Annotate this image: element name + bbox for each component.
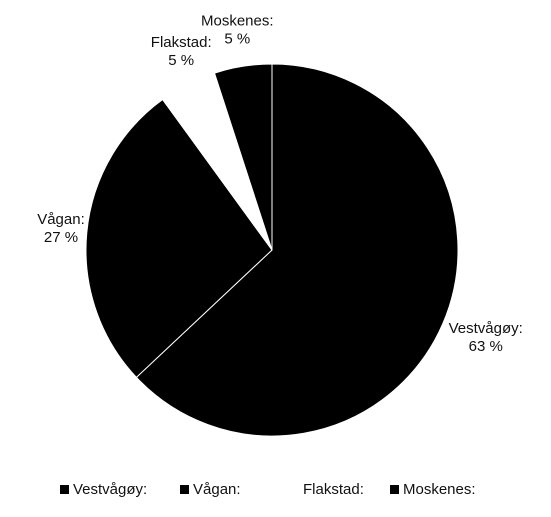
slice-value-label: 5 % [224, 31, 250, 48]
legend-swatch [390, 485, 399, 494]
slice-value-label: 27 % [44, 229, 78, 246]
slice-label: Moskenes: [201, 13, 274, 30]
pie-slice [85, 98, 273, 379]
legend-swatch [290, 485, 299, 494]
slice-value-label: 5 % [168, 52, 194, 69]
slice-label: Vågan: [37, 211, 85, 228]
legend-label: Vågan: [193, 481, 241, 498]
pie-slice [135, 63, 459, 437]
slice-value-label: 63 % [469, 338, 503, 355]
pie-slice [213, 63, 273, 251]
slice-label: Flakstad: [151, 34, 212, 51]
legend-swatch [180, 485, 189, 494]
legend-swatch [60, 485, 69, 494]
legend-label: Moskenes: [403, 481, 476, 498]
legend-label: Vestvågøy: [73, 481, 147, 498]
legend-label: Flakstad: [303, 481, 364, 498]
slice-label: Vestvågøy: [449, 320, 523, 337]
